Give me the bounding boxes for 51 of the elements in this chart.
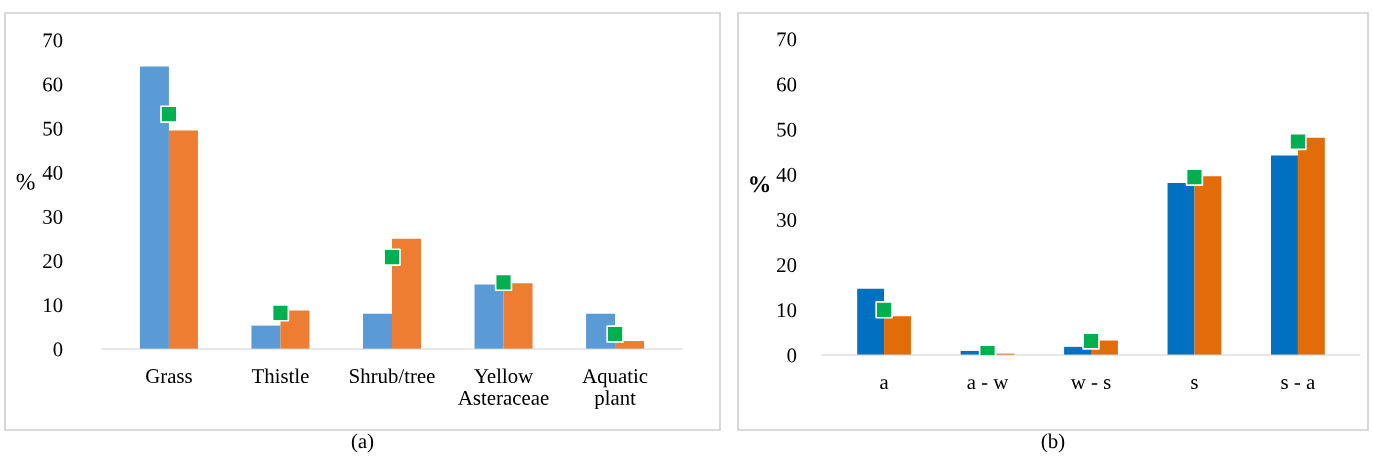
x-tick-label: Grass [146,369,192,384]
point [1185,168,1204,186]
y-tick-label: 60 [777,77,797,92]
y-tick-label: 70 [43,33,63,48]
bar [168,130,198,349]
y-tick-label: 10 [778,303,797,318]
bar [503,283,533,349]
x-tick-label: w - s [1070,379,1111,390]
y-tick-label: 30 [777,212,797,227]
y-tick-label: 20 [777,258,797,273]
bar [1167,183,1195,355]
y-tick-label: 70 [777,32,797,47]
bar [474,284,504,349]
bar [363,313,392,349]
point [160,105,178,123]
x-tick-label: Aquatic plant [582,369,648,410]
y-tick-label: 50 [43,121,63,136]
text: (a) [351,433,374,453]
y-tick-label: 40 [776,167,797,182]
point [383,248,401,266]
x-tick-label: Yellow Asteraceae [458,368,549,405]
bar [139,66,169,349]
bar [1194,176,1222,355]
bar [251,325,281,349]
bar [1271,155,1298,355]
x-tick-label: Shrub/tree [350,368,435,384]
bar [884,316,911,355]
point [875,301,893,319]
x-tick-label: s - a [1281,379,1315,390]
y-tick-label: 0 [53,342,63,357]
y-tick-label: 50 [777,122,797,137]
y-tick-label: 30 [43,209,63,224]
x-tick-label: Thistle [251,368,309,384]
point [1289,132,1307,151]
x-tick-label: a [880,379,889,390]
point [271,304,290,322]
point [1082,332,1100,350]
y-axis-title: % [750,176,770,193]
y-tick-label: 60 [43,77,63,92]
point [494,273,513,292]
y-axis-title: % [16,173,35,190]
x-tick-label: s [1191,379,1198,390]
y-tick-label: 10 [44,298,63,313]
text: (b) [1041,433,1065,453]
point [606,325,624,343]
bar [1297,137,1325,355]
bar [392,238,421,349]
x-tick-label: a - w [967,379,1009,390]
y-tick-label: 20 [43,254,63,269]
y-tick-label: 40 [42,165,63,180]
y-tick-label: 0 [787,348,797,363]
